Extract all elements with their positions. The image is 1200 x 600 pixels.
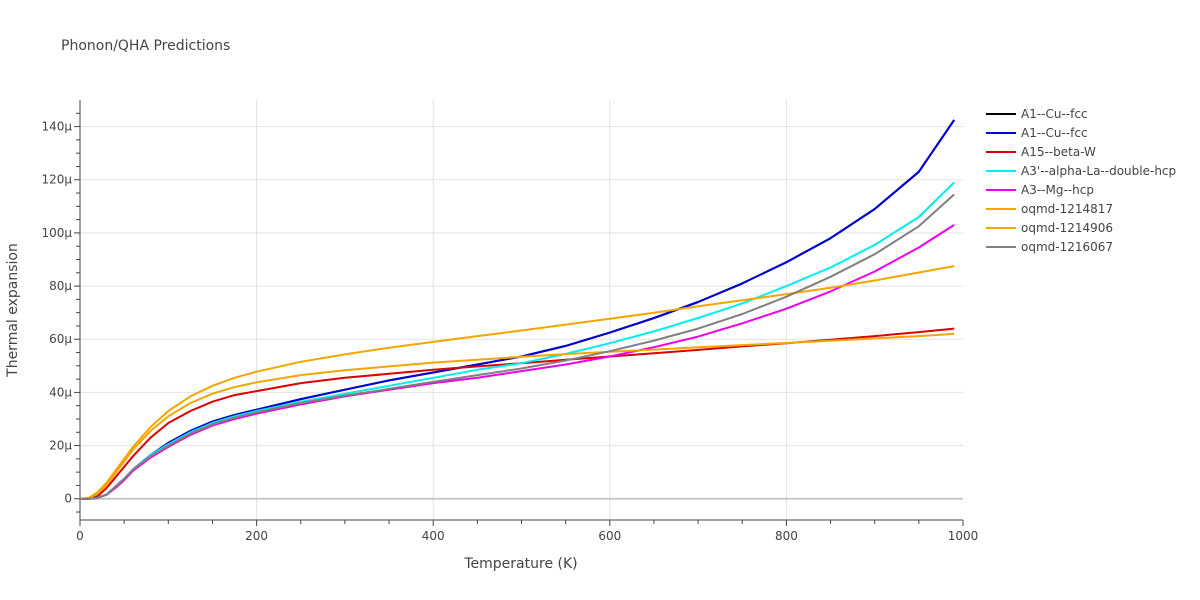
y-tick-label: 40μ (49, 385, 72, 399)
y-tick-label: 80μ (49, 279, 72, 293)
legend-item[interactable]: A1--Cu--fcc (986, 126, 1088, 140)
x-tick-label: 1000 (948, 529, 979, 543)
series-line (80, 224, 955, 500)
legend-label: oqmd-1216067 (1021, 240, 1113, 254)
legend-label: A1--Cu--fcc (1021, 126, 1088, 140)
y-tick-label: 0 (64, 492, 72, 506)
grid (80, 100, 963, 520)
legend-label: oqmd-1214906 (1021, 221, 1113, 235)
series-line (80, 119, 956, 500)
x-tick-label: 0 (76, 529, 84, 543)
axes: 0 200 400 600 800 1000 0 20μ 40μ 60μ 80μ 100μ 120μ 14… (41, 100, 978, 543)
y-tick-label: 120μ (41, 173, 72, 187)
series-line (79, 332, 955, 500)
legend[interactable]: A1--Cu--fcc A1--Cu--fcc A15--beta-W A3'--al… (986, 107, 1176, 254)
x-axis-title: Temperature (K) (463, 556, 577, 572)
y-tick-label: 140μ (41, 120, 72, 134)
series-line (80, 193, 955, 500)
legend-label: A3--Mg--hcp (1021, 183, 1094, 197)
legend-label: oqmd-1214817 (1021, 202, 1113, 216)
legend-item[interactable]: oqmd-1214906 (986, 221, 1113, 235)
y-tick-label: 100μ (41, 226, 72, 240)
legend-label: A15--beta-W (1021, 145, 1096, 159)
series-line (79, 265, 955, 500)
legend-item[interactable]: A3'--alpha-La--double-hcp (986, 164, 1176, 178)
x-tick-label: 600 (598, 529, 621, 543)
legend-item[interactable]: oqmd-1214817 (986, 202, 1113, 216)
series-line (80, 119, 956, 500)
legend-item[interactable]: A15--beta-W (986, 145, 1096, 159)
legend-item[interactable]: oqmd-1216067 (986, 240, 1113, 254)
legend-label: A3'--alpha-La--double-hcp (1021, 164, 1176, 178)
x-tick-label: 200 (245, 529, 268, 543)
x-tick-label: 800 (775, 529, 798, 543)
y-tick-label: 20μ (49, 439, 72, 453)
y-tick-label: 60μ (49, 332, 72, 346)
chart-title: Phonon/QHA Predictions (61, 38, 230, 54)
plot-area (79, 119, 956, 500)
x-tick-label: 400 (422, 529, 445, 543)
series-line (80, 327, 955, 500)
legend-item[interactable]: A1--Cu--fcc (986, 107, 1088, 121)
y-axis-title: Thermal expansion (5, 243, 21, 378)
legend-item[interactable]: A3--Mg--hcp (986, 183, 1094, 197)
legend-label: A1--Cu--fcc (1021, 107, 1088, 121)
